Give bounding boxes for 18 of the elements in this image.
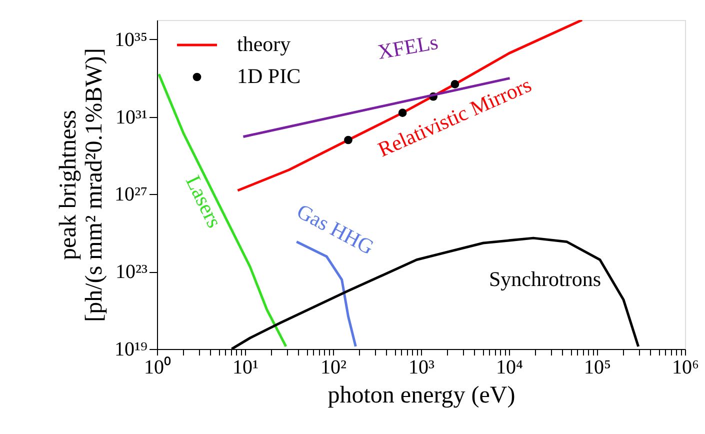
y-tick-label: 10²³ (116, 261, 148, 284)
annotation: Synchrotrons (489, 267, 601, 291)
annotation: XFELs (376, 30, 440, 64)
annotation: Lasers (181, 172, 227, 232)
y-axis-title: peak brightness [ph/(s mm² mrad²0.1%BW)] (56, 48, 108, 322)
x-axis-title: photon energy (eV) (328, 382, 516, 408)
annotation: Gas HHG (293, 198, 378, 260)
y-tick-label: 10³⁵ (114, 28, 148, 51)
x-tick-label: 10⁵ (584, 356, 611, 378)
x-tick-label: 10² (320, 356, 346, 378)
y-tick-label: 10³¹ (116, 106, 148, 128)
x-tick-label: 10¹ (232, 356, 258, 378)
x-tick-label: 10³ (408, 356, 434, 378)
y-tick-label: 10²⁷ (114, 184, 148, 206)
legend-label: 1D PIC (237, 64, 301, 88)
x-tick-label: 10⁶ (672, 356, 700, 378)
legend-label: theory (237, 32, 292, 56)
x-tick-label: 10⁴ (496, 356, 524, 378)
